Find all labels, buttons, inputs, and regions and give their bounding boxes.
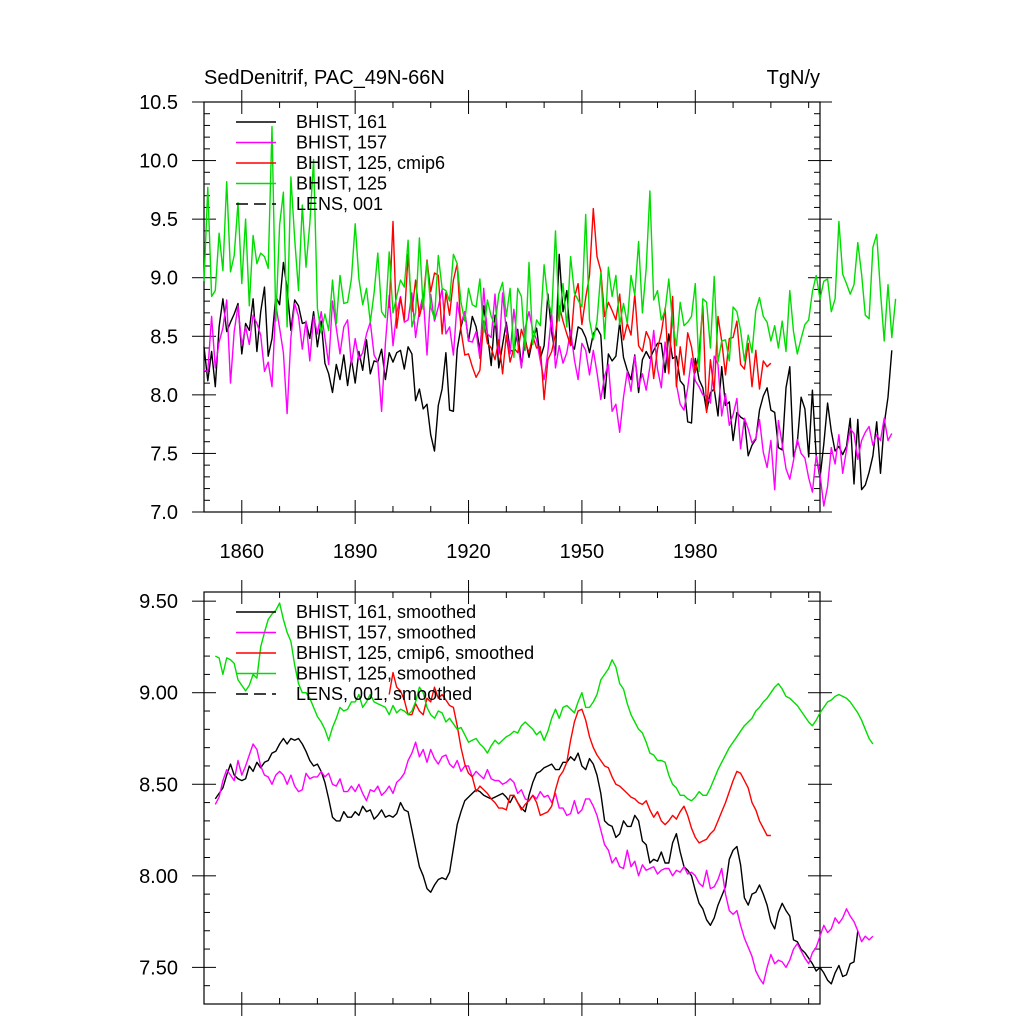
series-line-bhist-125-cmip6 [388, 207, 772, 414]
y-tick-label: 9.0 [150, 268, 178, 290]
legend-label: BHIST, 125 [296, 174, 387, 194]
x-tick-label: 1860 [220, 541, 265, 563]
legend-label: BHIST, 161, smoothed [296, 602, 476, 622]
series-line-bhist-161 [203, 253, 893, 491]
x-tick-label: 1920 [446, 541, 491, 563]
top-panel: 1860 1890 1920 1950 1980 7.0 7.5 8.0 8.5 9.0 9.5 10… [139, 90, 897, 563]
legend-label: BHIST, 125, smoothed [296, 664, 476, 684]
plot-frame [203, 591, 821, 1005]
bottom-panel: 7.50 8.00 8.50 9.00 9.50 BHIST, 161, smoothed… [139, 580, 874, 1016]
x-tick-label: 1950 [560, 541, 605, 563]
legend-label: LENS, 001, smoothed [296, 684, 472, 704]
y-tick-label: 8.50 [139, 774, 178, 796]
y-tick-label: 9.50 [139, 591, 178, 613]
y-tick-label: 10.0 [139, 151, 178, 173]
y-tick-label: 10.5 [139, 92, 178, 114]
y-tick-label: 8.5 [150, 326, 178, 348]
legend-label: BHIST, 125, cmip6, smoothed [296, 643, 534, 663]
y-tick-label: 7.5 [150, 443, 178, 465]
y-tick-label: 9.00 [139, 683, 178, 705]
y-tick-label: 7.0 [150, 502, 178, 524]
series-line-bhist-161-smoothed [214, 737, 859, 985]
legend-label: LENS, 001 [296, 194, 383, 214]
top-title: SedDenitrif, PAC_49N-66N [204, 67, 445, 89]
x-tick-label: 1980 [673, 541, 718, 563]
series-line-bhist-157-smoothed [214, 741, 874, 985]
x-tick-label: 1890 [333, 541, 378, 563]
series-line-bhist-125-cmip6-smoothed [388, 671, 771, 844]
top-units: TgN/y [767, 67, 820, 89]
y-tick-label: 8.00 [139, 866, 178, 888]
series-line-bhist-125 [203, 125, 897, 373]
series-line-bhist-157 [203, 287, 893, 507]
y-tick-label: 7.50 [139, 957, 178, 979]
legend-label: BHIST, 125, cmip6 [296, 153, 445, 173]
legend-label: BHIST, 161 [296, 112, 387, 132]
y-tick-label: 8.0 [150, 385, 178, 407]
plot-frame [203, 101, 821, 513]
legend-label: BHIST, 157 [296, 133, 387, 153]
y-tick-label: 9.5 [150, 209, 178, 231]
series-line-bhist-125-smoothed [215, 602, 874, 802]
legend-label: BHIST, 157, smoothed [296, 623, 476, 643]
